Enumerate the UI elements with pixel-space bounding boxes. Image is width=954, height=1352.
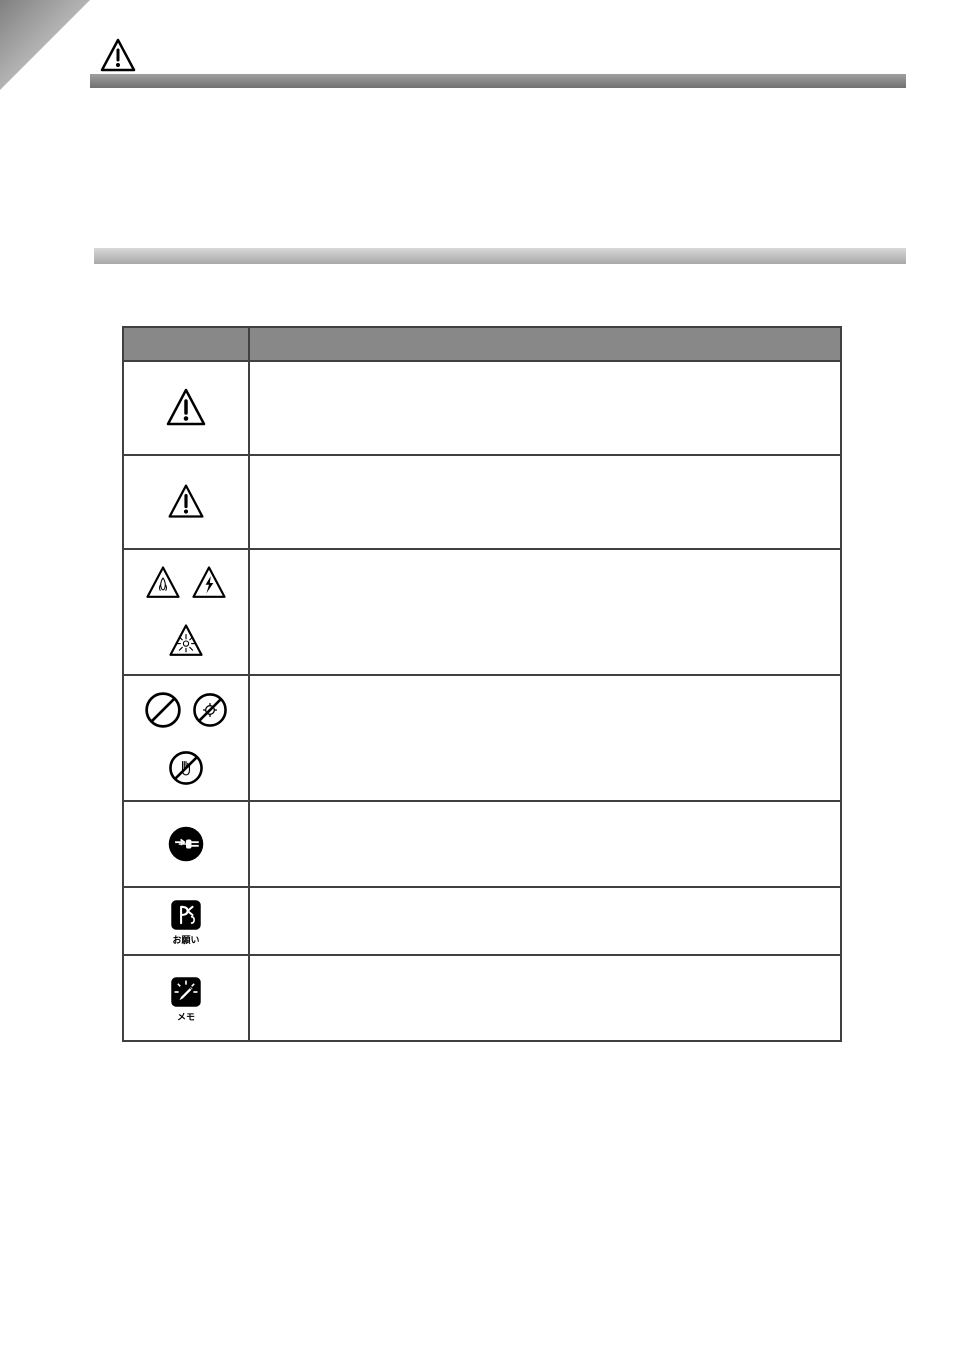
table-row: お願い	[124, 886, 840, 954]
symbol-cell	[124, 456, 250, 548]
table-header-row	[124, 328, 840, 360]
page-corner-gradient	[0, 0, 90, 90]
table-row	[124, 360, 840, 454]
prohibition-icon	[143, 690, 183, 730]
table-header-symbol-col	[124, 328, 250, 360]
symbol-cell	[124, 676, 250, 800]
lightning-triangle-icon	[190, 564, 228, 602]
table-header-desc-col	[250, 328, 840, 360]
table-row	[124, 674, 840, 800]
header-warning-icon	[100, 38, 136, 74]
table-row	[124, 800, 840, 886]
warning-triangle-icon	[166, 482, 206, 522]
safety-symbols-table: お願い メモ	[122, 326, 842, 1042]
plug-action-icon	[166, 824, 206, 864]
symbol-cell: お願い	[124, 888, 250, 954]
description-cell	[250, 456, 840, 548]
symbol-cell	[124, 362, 250, 454]
request-badge-label: お願い	[172, 933, 199, 946]
description-cell	[250, 676, 840, 800]
symbol-cell	[124, 802, 250, 886]
description-cell	[250, 550, 840, 674]
table-row	[124, 548, 840, 674]
header-divider-bar	[90, 74, 906, 88]
symbol-cell: メモ	[124, 956, 250, 1040]
no-touch-icon	[167, 749, 205, 787]
memo-badge-label: メモ	[177, 1010, 195, 1023]
memo-badge-icon: メモ	[168, 974, 204, 1023]
description-cell	[250, 802, 840, 886]
no-disassemble-icon	[191, 691, 229, 729]
description-cell	[250, 956, 840, 1040]
description-cell	[250, 362, 840, 454]
request-badge-icon: お願い	[168, 897, 204, 946]
symbol-cell	[124, 550, 250, 674]
section-divider-bar	[94, 248, 906, 264]
fire-triangle-icon	[144, 564, 182, 602]
table-row	[124, 454, 840, 548]
description-cell	[250, 888, 840, 954]
warning-triangle-icon	[164, 386, 208, 430]
burst-triangle-icon	[167, 622, 205, 660]
table-row: メモ	[124, 954, 840, 1040]
